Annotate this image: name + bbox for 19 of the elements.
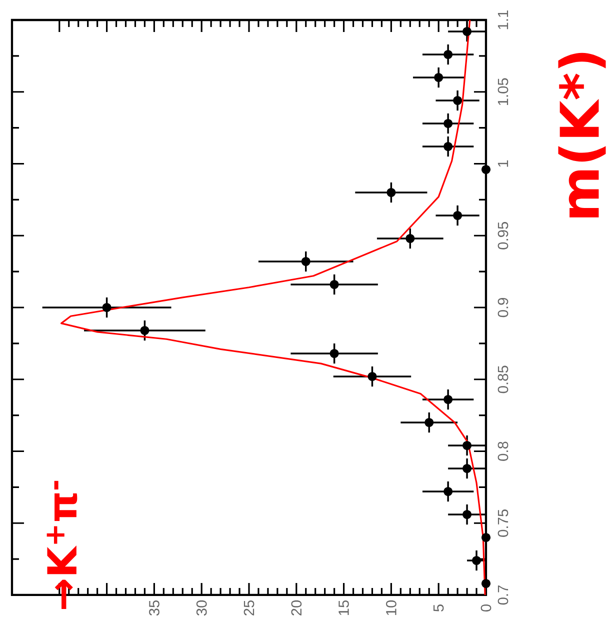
y-tick-label: 1.05 <box>498 78 508 106</box>
y-tick-label: 0.8 <box>498 442 508 461</box>
y-tick-label: 1 <box>498 160 508 167</box>
y-tick-label: 0.7 <box>498 586 508 605</box>
x-tick-label: 5 <box>433 604 444 612</box>
annotation: →K$^{+}$π$^{-}$ <box>46 480 78 609</box>
x-tick-label: 15 <box>338 600 349 616</box>
y-tick-label: 0.9 <box>498 298 508 318</box>
x-tick-label: 35 <box>149 600 160 616</box>
text: m(K*) <box>558 52 606 218</box>
x-tick-label: 20 <box>291 600 302 616</box>
x-tick-label: 0 <box>480 604 492 612</box>
y-tick-label: 0.85 <box>498 366 508 394</box>
x-tick-label: 30 <box>196 600 207 616</box>
y-tick-label: 1.1 <box>498 10 508 30</box>
y-tick-label: 0.95 <box>498 222 508 250</box>
x-tick-label: 10 <box>386 600 396 616</box>
x-tick-label: 25 <box>244 600 254 616</box>
y-tick-label: 0.75 <box>498 509 508 537</box>
